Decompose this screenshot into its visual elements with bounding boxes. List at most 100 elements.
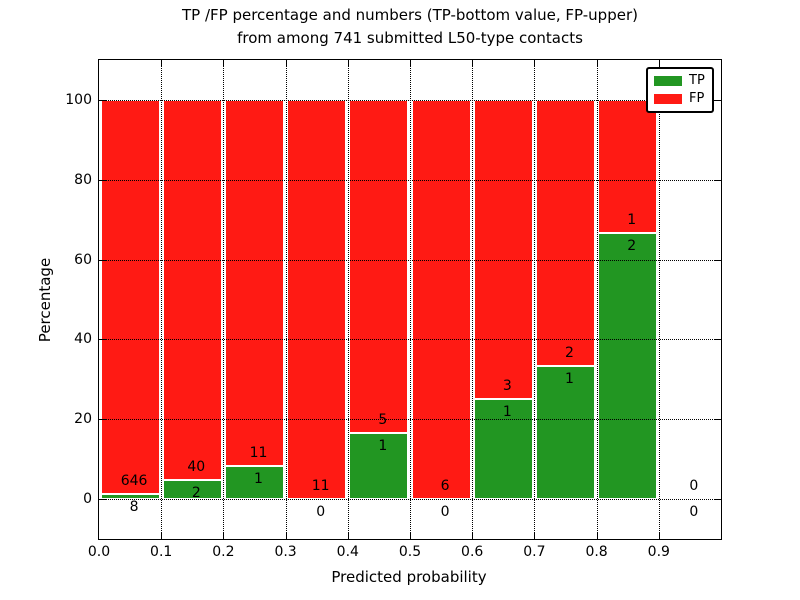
x-tick-mark — [347, 532, 349, 539]
y-tick-label: 60 — [74, 251, 92, 268]
x-tick-mark — [472, 532, 474, 539]
x-tick-mark — [347, 60, 349, 67]
fp-count-label: 11 — [249, 444, 268, 461]
x-tick-mark — [534, 532, 536, 539]
x-tick-mark — [410, 532, 411, 539]
tp-count-label: 8 — [129, 499, 139, 516]
y-tick-label: 0 — [83, 491, 92, 508]
y-tick-mark — [99, 99, 106, 101]
x-tick-mark — [223, 532, 225, 539]
y-tick-label: 100 — [65, 91, 92, 108]
tp-count-label: 1 — [378, 437, 388, 454]
fp-count-label: 1 — [627, 211, 637, 228]
x-tick-mark — [161, 532, 163, 539]
tp-count-label: 2 — [627, 237, 637, 254]
x-tick-mark — [285, 532, 287, 539]
y-tick-mark — [99, 179, 106, 181]
x-tick-mark — [223, 60, 225, 67]
x-tick-label: 0.8 — [585, 544, 608, 560]
fp-count-label: 6 — [440, 478, 450, 495]
y-tick-mark — [714, 179, 721, 181]
y-tick-label: 80 — [74, 171, 92, 188]
bar-segment-fp — [162, 99, 222, 481]
x-tick-label: 0.6 — [461, 544, 484, 560]
tp-count-label: 0 — [440, 504, 450, 521]
bar-segment-tp — [162, 480, 222, 500]
bar-segment-fp — [100, 99, 160, 495]
gridline-vertical — [472, 60, 474, 539]
y-tick-mark — [99, 339, 106, 341]
y-tick-mark — [714, 99, 721, 101]
fp-count-label: 40 — [187, 459, 206, 476]
fp-count-label: 0 — [689, 478, 699, 495]
x-tick-label: 0.2 — [212, 544, 235, 560]
bar-segment-tp — [598, 232, 658, 500]
tp-color-swatch — [654, 76, 682, 86]
bar-segment-tp — [349, 432, 409, 500]
gridline-vertical — [658, 60, 660, 539]
gridline-vertical — [285, 60, 287, 539]
bar-segment-tp — [535, 366, 596, 500]
bar-segment-fp — [535, 99, 596, 367]
bar-segment-fp — [349, 99, 409, 433]
gridline-vertical — [410, 60, 411, 539]
tp-count-label: 2 — [191, 485, 201, 502]
x-tick-label: 0.5 — [398, 544, 422, 560]
fp-count-label: 646 — [120, 473, 148, 490]
fp-color-swatch — [654, 94, 682, 104]
chart-title-line1: TP /FP percentage and numbers (TP-bottom… — [182, 6, 638, 24]
bar-segment-fp — [411, 99, 471, 500]
legend-item-fp: FP — [654, 92, 706, 106]
tp-count-label: 1 — [502, 404, 512, 421]
gridline-vertical — [161, 60, 163, 539]
bar-segment-fp — [287, 99, 347, 500]
y-tick-mark — [714, 499, 721, 501]
bar-segment-tp — [473, 399, 533, 500]
x-tick-mark — [285, 60, 287, 67]
x-tick-label: 0.1 — [150, 544, 173, 560]
x-tick-mark — [596, 60, 598, 67]
chart-title-line2: from among 741 submitted L50-type contac… — [237, 29, 583, 47]
y-tick-label: 40 — [74, 331, 92, 348]
x-tick-mark — [534, 60, 536, 67]
legend: TP FP — [646, 67, 714, 113]
y-tick-mark — [714, 419, 721, 421]
gridline-vertical — [534, 60, 536, 539]
x-tick-label: 0.3 — [274, 544, 297, 560]
y-tick-mark — [99, 499, 106, 501]
y-tick-mark — [99, 259, 106, 261]
y-tick-mark — [99, 419, 106, 421]
fp-count-label: 3 — [502, 378, 512, 395]
gridline-vertical — [223, 60, 225, 539]
x-axis-label: Predicted probability — [331, 568, 487, 586]
tp-count-label: 0 — [689, 504, 699, 521]
x-tick-mark — [410, 60, 411, 67]
fp-count-label: 11 — [311, 478, 330, 495]
bar-segment-fp — [473, 99, 533, 400]
plot-area: 646 8 40 2 11 1 11 0 5 1 6 0 3 1 2 1 1 2 0 0 — [98, 59, 722, 540]
bar-segment-fp — [598, 99, 658, 233]
tp-count-label: 1 — [254, 470, 263, 487]
y-tick-label: 20 — [74, 411, 92, 428]
fp-count-label: 5 — [378, 411, 388, 428]
x-tick-label: 0.4 — [336, 544, 359, 560]
bar-segment-tp — [224, 465, 285, 500]
x-tick-mark — [596, 532, 598, 539]
gridline-vertical — [347, 60, 349, 539]
legend-label-fp: FP — [689, 91, 705, 106]
gridline-vertical — [596, 60, 598, 539]
x-tick-mark — [472, 60, 474, 67]
x-tick-label: 0.9 — [647, 544, 670, 560]
bar-segment-fp — [224, 99, 285, 466]
tp-count-label: 1 — [565, 371, 574, 388]
tp-count-label: 0 — [316, 504, 326, 521]
bar-segment-tp — [100, 494, 160, 500]
fp-count-label: 2 — [565, 345, 574, 362]
x-tick-mark — [658, 532, 660, 539]
legend-label-tp: TP — [689, 73, 705, 88]
x-tick-label: 0.7 — [523, 544, 546, 560]
legend-item-tp: TP — [654, 74, 706, 88]
x-tick-mark — [658, 60, 660, 67]
y-tick-mark — [714, 259, 721, 261]
